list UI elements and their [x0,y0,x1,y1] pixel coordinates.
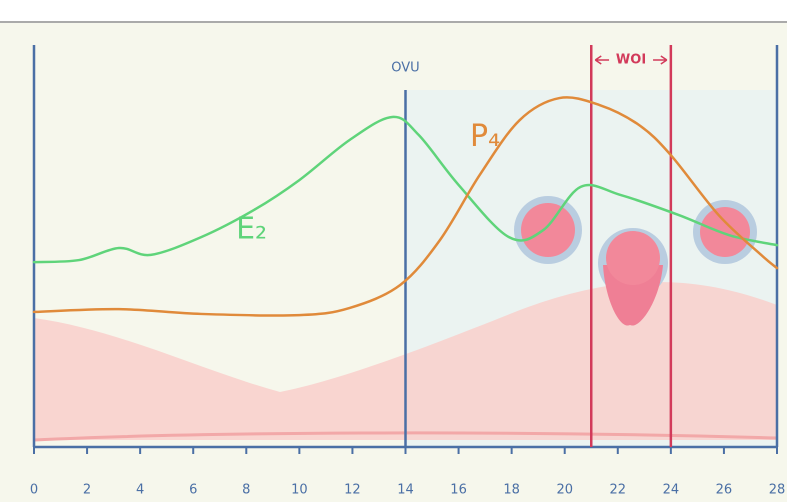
x-tick-label: 20 [556,483,573,498]
x-tick-label: 4 [136,483,144,498]
window-label: WOI [616,53,646,68]
x-tick-label: 24 [663,483,680,498]
x-tick-label: 18 [503,483,520,498]
ovulation-label: OVU [391,61,419,76]
x-tick-label: 16 [450,483,467,498]
series-label: E₂ [236,211,267,246]
x-tick-label: 14 [397,483,414,498]
x-tick-label: 6 [189,483,197,498]
x-tick-label: 0 [30,483,38,498]
x-tick-label: 12 [344,483,361,498]
chart: 0246810121416182022242628OVUWOIE₂P₄ [0,0,787,502]
series-label: P₄ [470,119,500,154]
x-tick-label: 2 [83,483,91,498]
x-tick-label: 22 [610,483,627,498]
x-tick-label: 28 [769,483,786,498]
x-tick-label: 10 [291,483,308,498]
x-tick-label: 26 [716,483,733,498]
x-tick-label: 8 [242,483,250,498]
